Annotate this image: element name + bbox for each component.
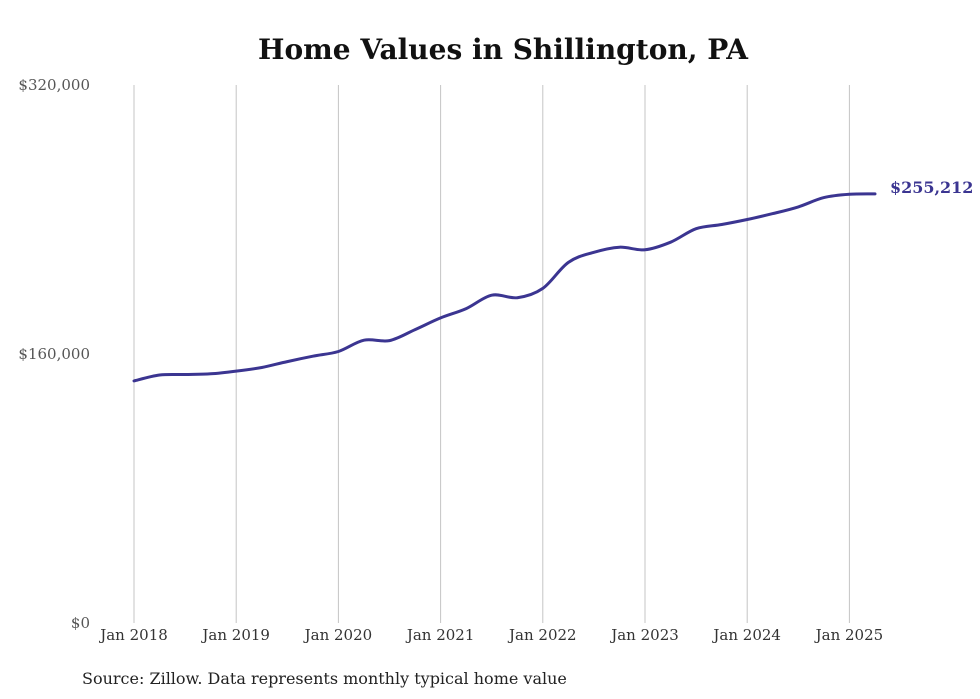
y-tick-label: $0 bbox=[71, 614, 90, 632]
source-note: Source: Zillow. Data represents monthly … bbox=[82, 669, 567, 688]
x-axis-ticks: Jan 2018 Jan 2019 Jan 2020 Jan 2021 Jan 2022… bbox=[98, 626, 883, 644]
y-tick-label: $160,000 bbox=[18, 345, 90, 363]
y-axis-ticks: $0 $160,000 $320,000 bbox=[18, 76, 90, 632]
x-tick-label: Jan 2023 bbox=[609, 626, 679, 644]
series-layer: $255,212 bbox=[132, 178, 974, 383]
end-value-label: $255,212 bbox=[890, 178, 974, 197]
x-tick-label: Jan 2020 bbox=[303, 626, 373, 644]
x-tick-label: Jan 2019 bbox=[200, 626, 270, 644]
x-tick-label: Jan 2021 bbox=[405, 626, 475, 644]
x-tick-label: Jan 2018 bbox=[98, 626, 168, 644]
x-tick-label: Jan 2022 bbox=[507, 626, 577, 644]
x-tick-label: Jan 2024 bbox=[711, 626, 781, 644]
x-tick-label: Jan 2025 bbox=[814, 626, 884, 644]
chart-title: Home Values in Shillington, PA bbox=[258, 33, 749, 66]
y-tick-label: $320,000 bbox=[18, 76, 90, 94]
gridlines bbox=[133, 85, 850, 623]
series-line bbox=[132, 192, 877, 383]
